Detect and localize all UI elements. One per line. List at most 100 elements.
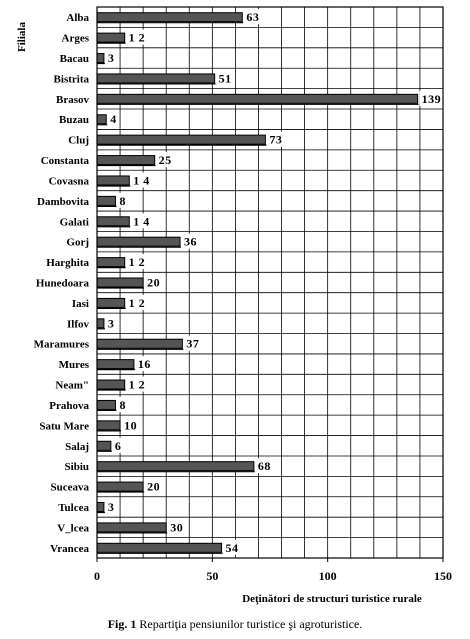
category-label: Hunedoara <box>36 278 90 290</box>
value-label: 3 <box>108 500 115 514</box>
bar <box>96 195 116 206</box>
bar <box>96 134 266 145</box>
category-label: Cluj <box>68 135 89 147</box>
bar <box>96 53 105 64</box>
category-label: Sibiu <box>65 461 89 473</box>
bar <box>96 359 135 370</box>
value-label: 4 <box>110 112 117 126</box>
value-label-bg <box>112 437 124 453</box>
bar <box>96 114 107 125</box>
x-tick-label: 50 <box>206 569 218 583</box>
category-label: Brasov <box>56 94 90 106</box>
category-label: Prahova <box>49 400 89 412</box>
value-label-bg <box>267 131 286 147</box>
value-label: 1 2 <box>129 296 146 310</box>
bar <box>96 32 126 43</box>
value-label: 20 <box>147 276 160 290</box>
value-label-bg <box>126 29 152 45</box>
category-label: Mures <box>59 359 90 371</box>
plot-frame <box>96 6 444 559</box>
category-label: Ilfov <box>67 318 90 330</box>
bar <box>96 175 130 186</box>
value-label-bg <box>182 233 201 249</box>
value-label: 1 2 <box>129 255 146 269</box>
value-label-bg <box>126 294 152 310</box>
value-label-bg <box>223 539 242 555</box>
category-label: Satu Mare <box>39 420 89 432</box>
value-label-bg <box>145 478 164 494</box>
value-label: 16 <box>138 357 151 371</box>
category-label: Dambovita <box>37 196 89 208</box>
category-label: Arges <box>62 33 90 45</box>
caption-prefix: Fig. 1 <box>107 617 137 631</box>
category-label: Salaj <box>65 441 89 453</box>
value-label-bg <box>117 396 129 412</box>
value-label-bg <box>105 315 117 331</box>
category-label: Tulcea <box>58 502 89 514</box>
axes: 0 50 100 150 <box>94 6 452 583</box>
value-label: 25 <box>159 153 172 167</box>
value-label: 1 2 <box>129 31 146 45</box>
category-label: Bacau <box>60 53 89 65</box>
value-label-bg <box>244 9 263 25</box>
bar <box>96 440 112 451</box>
value-label: 63 <box>246 10 259 24</box>
category-label: Constanta <box>41 155 90 167</box>
bar <box>96 461 255 472</box>
value-label-bg <box>255 458 274 474</box>
bar <box>96 379 126 390</box>
bar <box>96 338 183 349</box>
value-label-bg <box>131 172 157 188</box>
value-label: 30 <box>170 520 183 534</box>
category-label: Bistrita <box>54 73 90 85</box>
bar <box>96 277 144 288</box>
value-label-bg <box>126 254 152 270</box>
value-label: 3 <box>108 51 115 65</box>
value-label: 3 <box>108 316 115 330</box>
category-label: Gorj <box>66 237 89 249</box>
value-label: 37 <box>186 337 199 351</box>
value-label: 8 <box>119 194 126 208</box>
bar <box>96 420 121 431</box>
y-axis-title: Filiala <box>16 22 28 52</box>
value-label-bg <box>105 50 117 66</box>
value-label: 6 <box>115 439 122 453</box>
value-label-bg <box>156 152 175 168</box>
value-label: 1 2 <box>129 378 146 392</box>
category-label: Vrancea <box>50 543 89 555</box>
x-tick-label: 100 <box>319 569 337 583</box>
value-label: 10 <box>124 418 137 432</box>
bar <box>96 257 126 268</box>
bar <box>96 93 419 104</box>
category-label: Maramures <box>34 339 90 351</box>
bar <box>96 481 144 492</box>
value-label-bg <box>168 519 187 535</box>
value-label-bg <box>216 70 235 86</box>
value-label: 139 <box>422 92 442 106</box>
value-label: 1 4 <box>133 173 150 187</box>
bar <box>96 399 116 410</box>
category-label: Iasi <box>72 298 89 310</box>
value-label: 8 <box>119 398 126 412</box>
bar <box>96 522 167 533</box>
caption-text: Repartiţia pensiunilor turistice şi agro… <box>136 617 363 631</box>
figure-caption: Fig. 1 Repartiţia pensiunilor turistice … <box>0 617 470 632</box>
value-label-bg <box>184 335 203 351</box>
value-label-bg <box>105 498 117 514</box>
value-label-bg <box>108 111 120 127</box>
category-label: Covasna <box>49 175 90 187</box>
value-label-bg <box>135 356 154 372</box>
value-label: 68 <box>258 459 271 473</box>
category-label: Alba <box>66 12 89 24</box>
value-label-bg <box>117 192 129 208</box>
value-label: 36 <box>184 235 197 249</box>
x-axis-title: Deţinători de structuri turistice rurale <box>242 593 422 605</box>
value-label: 73 <box>269 133 282 147</box>
value-label: 51 <box>219 71 232 85</box>
category-label: Buzau <box>59 114 89 126</box>
bar <box>96 12 243 23</box>
bar <box>96 216 130 227</box>
bar <box>96 297 126 308</box>
